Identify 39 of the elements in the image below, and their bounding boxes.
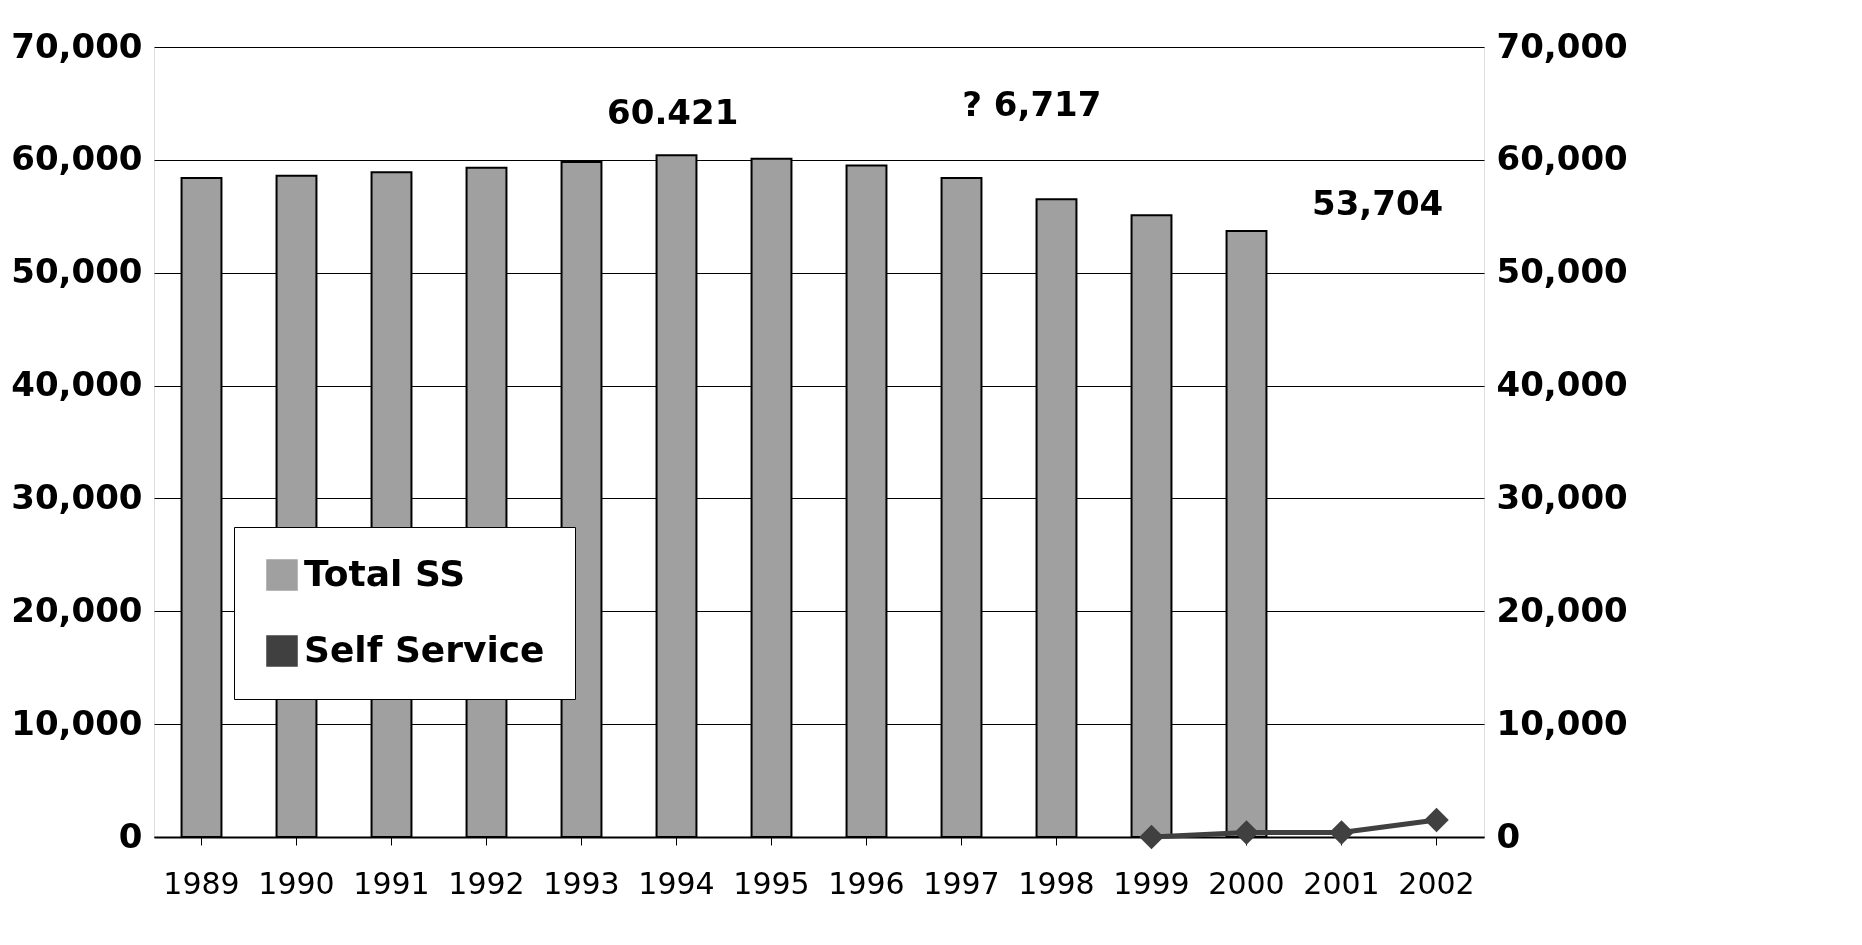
x-tick-label: 1991 — [353, 865, 430, 901]
x-tick-label: 1993 — [543, 865, 620, 901]
y2-tick-label: 70,000 — [1496, 25, 1628, 66]
y2-tick-label: 0 — [1496, 815, 1521, 856]
y-tick-label: 0 — [118, 815, 143, 856]
point — [1424, 807, 1449, 833]
y2-tick-label: 20,000 — [1496, 589, 1628, 630]
x-tick-label: 1994 — [638, 865, 715, 901]
y-tick-label: 70,000 — [11, 25, 143, 66]
x-tick-label: 2002 — [1398, 865, 1475, 901]
y-tick-label: 40,000 — [11, 364, 143, 405]
legend-label: Total SS — [304, 553, 466, 594]
y-tick-label: 50,000 — [11, 251, 143, 292]
x-tick-label: 1989 — [163, 865, 240, 901]
y2-tick-label: 50,000 — [1496, 251, 1628, 292]
y2-tick-label: 40,000 — [1496, 364, 1628, 405]
x-tick-label: 1990 — [258, 865, 335, 901]
x-tick-label: 1999 — [1113, 865, 1190, 901]
x-tick-label: 1996 — [828, 865, 905, 901]
y2-tick-label: 60,000 — [1496, 138, 1628, 179]
y-tick-label: 20,000 — [11, 589, 143, 630]
x-tick-label: 2001 — [1303, 865, 1380, 901]
point — [1234, 820, 1259, 845]
annotation: 60.421 — [607, 92, 739, 133]
y2-tick-label: 10,000 — [1496, 702, 1628, 743]
x-tick-label: 1992 — [448, 865, 525, 901]
point — [1329, 820, 1354, 845]
y2-tick-label: 30,000 — [1496, 476, 1628, 517]
y-tick-label: 10,000 — [11, 702, 143, 743]
y-tick-label: 30,000 — [11, 476, 143, 517]
point — [1139, 824, 1164, 850]
y-tick-label: 60,000 — [11, 138, 143, 179]
x-tick-label: 2000 — [1208, 865, 1285, 901]
legend-label: Self Service — [304, 629, 545, 670]
x-tick-label: 1995 — [733, 865, 810, 901]
x-tick-label: 1997 — [923, 865, 1000, 901]
x-tick-label: 1998 — [1018, 865, 1095, 901]
annotation: 53,704 — [1312, 183, 1444, 223]
annotation: ? 6,717 — [962, 84, 1102, 125]
